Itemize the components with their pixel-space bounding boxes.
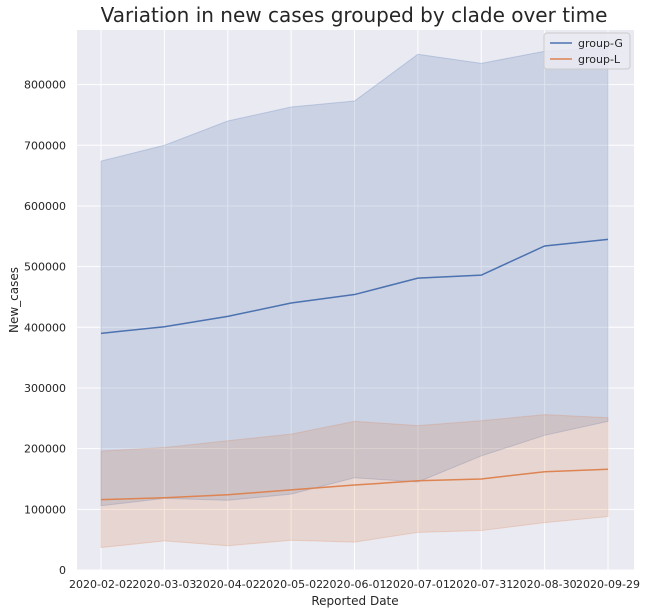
y-axis-label: New_cases	[7, 267, 21, 333]
y-tick-label: 300000	[24, 382, 66, 395]
series-line-group-G	[100, 238, 609, 335]
chart-title: Variation in new cases grouped by clade …	[101, 3, 608, 27]
y-tick-labels: 0 100000 200000 300000 400000 500000 600000 700…	[24, 79, 66, 577]
x-tick-label: 2020-04-02	[196, 578, 260, 591]
legend-label-group-G: group-G	[578, 37, 623, 50]
x-tick-label: 2020-07-01	[386, 578, 450, 591]
y-tick-label: 800000	[24, 79, 66, 92]
x-tick-label: 2020-07-31	[449, 578, 513, 591]
y-tick-label: 400000	[24, 321, 66, 334]
grid	[77, 30, 634, 571]
x-tick-label: 2020-05-02	[259, 578, 323, 591]
x-tick-label: 2020-06-01	[323, 578, 387, 591]
y-tick-label: 200000	[24, 443, 66, 456]
y-tick-label: 100000	[24, 503, 66, 516]
y-tick-label: 500000	[24, 261, 66, 274]
x-tick-label: 2020-09-29	[576, 578, 640, 591]
legend-label-group-L: group-L	[578, 53, 621, 66]
plot-area	[77, 30, 634, 570]
x-axis-label: Reported Date	[311, 594, 398, 608]
x-tick-label: 2020-03-03	[132, 578, 196, 591]
y-tick-label: 600000	[24, 200, 66, 213]
confidence-bands	[100, 47, 609, 549]
y-tick-label: 0	[59, 564, 66, 577]
confidence-band-group-G	[100, 47, 609, 507]
x-tick-label: 2020-08-30	[513, 578, 577, 591]
legend-box	[543, 32, 631, 70]
x-tick-label: 2020-02-02	[69, 578, 133, 591]
x-tick-labels: 2020-02-02 2020-03-03 2020-04-02 2020-05-02…	[69, 578, 640, 591]
series-line-group-L	[100, 468, 609, 501]
series-lines	[100, 238, 609, 501]
confidence-band-group-L	[100, 414, 609, 549]
legend: group-G group-L	[543, 32, 631, 70]
y-tick-label: 700000	[24, 139, 66, 152]
